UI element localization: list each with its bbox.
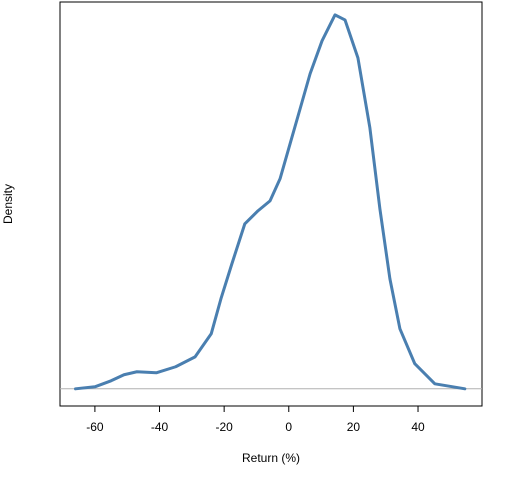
x-tick-label: 0 <box>285 420 292 434</box>
x-axis-label: Return (%) <box>242 451 300 465</box>
density-line <box>74 13 467 391</box>
x-tick-label: -40 <box>151 420 169 434</box>
x-tick-label: -60 <box>86 420 104 434</box>
x-tick-label: -20 <box>215 420 233 434</box>
y-axis-label: Density <box>1 184 15 224</box>
plot-frame <box>59 1 483 407</box>
x-tick-label: 40 <box>411 420 425 434</box>
x-tick-label: 20 <box>347 420 361 434</box>
